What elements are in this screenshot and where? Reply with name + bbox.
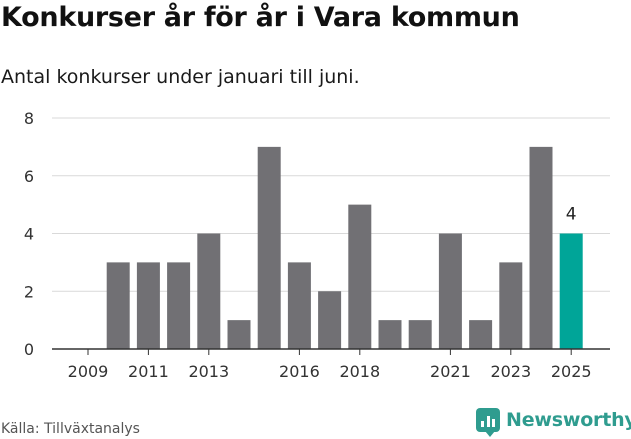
bar-2025 — [559, 233, 583, 349]
source-note: Källa: Tillväxtanalys — [1, 421, 140, 437]
y-tick-label: 4 — [24, 225, 34, 244]
y-tick-label: 6 — [24, 167, 34, 186]
x-tick-label: 2009 — [68, 362, 109, 381]
bar-2014 — [227, 320, 251, 349]
x-tick-label: 2021 — [430, 362, 471, 381]
chart-title: Konkurser år för år i Vara kommun — [1, 2, 520, 33]
x-tick-label: 2018 — [339, 362, 380, 381]
data-label: 4 — [566, 205, 577, 225]
bar-2024 — [529, 146, 553, 349]
x-tick-label: 2016 — [279, 362, 320, 381]
x-tick-label: 2023 — [490, 362, 531, 381]
bar-chart: 0 2 4 6 8 2009 2011 2013 2016 2018 2021 2023 2025 4 — [24, 109, 610, 381]
y-tick-label: 8 — [24, 109, 34, 128]
chart-subtitle: Antal konkurser under januari till juni. — [1, 66, 360, 88]
bar-2018 — [348, 204, 372, 349]
bar-2011 — [136, 262, 160, 349]
bar-2022 — [469, 320, 493, 349]
x-tick-label: 2025 — [551, 362, 592, 381]
brand-logo: Newsworthy — [476, 408, 631, 437]
bar-2023 — [499, 262, 523, 349]
bar-2021 — [438, 233, 462, 349]
x-tick-label: 2013 — [188, 362, 229, 381]
bar-2017 — [318, 291, 342, 349]
y-tick-label: 2 — [24, 282, 34, 301]
y-tick-label: 0 — [24, 340, 34, 359]
bar-2015 — [257, 146, 281, 349]
bar-2016 — [287, 262, 311, 349]
bar-2020 — [408, 320, 432, 349]
x-tick-label: 2011 — [128, 362, 169, 381]
bar-2019 — [378, 320, 402, 349]
bar-2010 — [106, 262, 130, 349]
bar-2013 — [197, 233, 221, 349]
bar-2012 — [167, 262, 191, 349]
brand-name: Newsworthy — [506, 409, 631, 431]
newsworthy-logo-icon — [476, 408, 500, 437]
